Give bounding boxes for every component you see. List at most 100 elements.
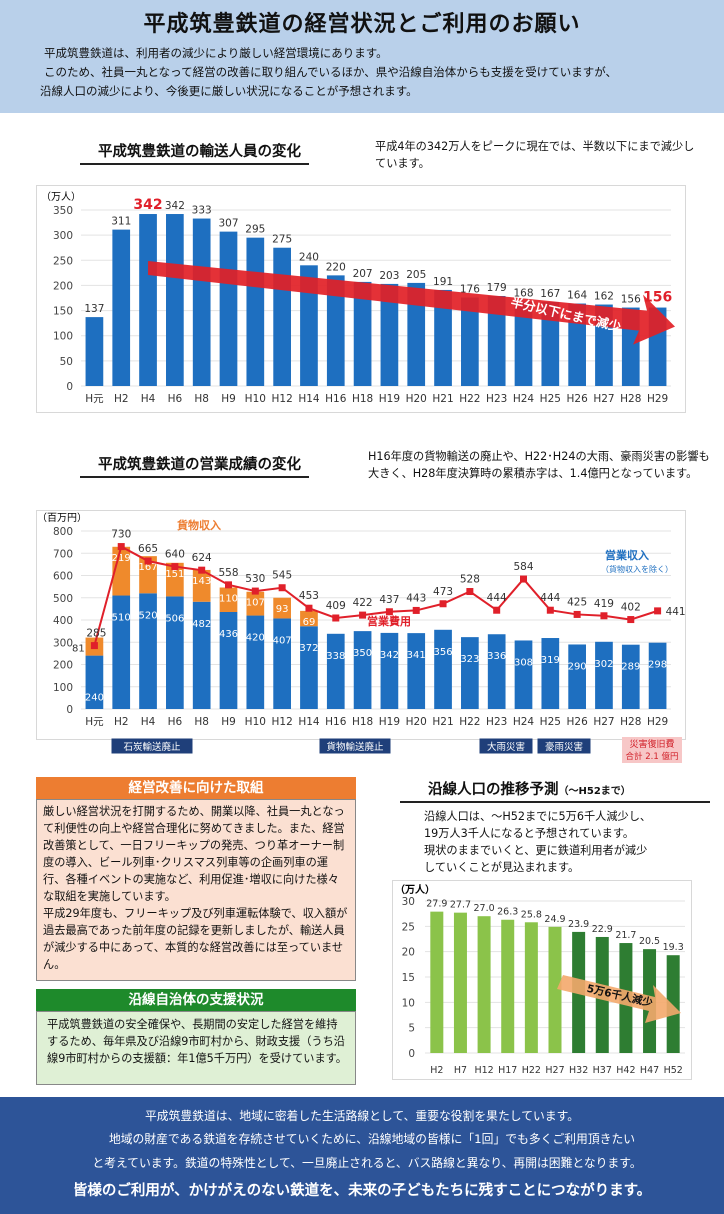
data-label: 20.5 — [639, 936, 660, 947]
x-tick-label: H2 — [114, 393, 129, 405]
x-tick-label: H4 — [141, 716, 156, 728]
revenue-bar — [541, 638, 560, 709]
expense-point — [359, 611, 367, 619]
legend-expense: 営業費用 — [367, 614, 411, 628]
y-tick-label: 400 — [53, 615, 73, 627]
y-tick-label: 100 — [53, 682, 73, 694]
ridership-note: 平成4年の342万人をピークに現在では、半数以下にまで減少しています。 — [375, 140, 695, 170]
expense-point — [385, 608, 393, 616]
y-tick-label: 0 — [66, 704, 73, 716]
expense-label: 640 — [165, 549, 185, 561]
revenue-label: 341 — [407, 650, 426, 661]
x-tick-label: H32 — [569, 1065, 588, 1076]
ridership-chart-frame: （万人） 0 50 100 150 200 250 300 350 H元 137 H2 311 H4 H6 3… — [36, 185, 686, 413]
x-tick-label: H12 — [272, 393, 293, 405]
expense-point — [520, 575, 527, 583]
y-tick-label: 30 — [402, 896, 415, 908]
expense-point — [600, 612, 608, 620]
bar — [461, 297, 479, 386]
data-label: 179 — [487, 282, 507, 294]
y-tick-label: 150 — [53, 306, 73, 318]
expense-label: 422 — [353, 597, 373, 609]
x-tick-label: H19 — [379, 716, 400, 728]
population-bar — [477, 916, 491, 1053]
data-label: 25.8 — [521, 909, 542, 920]
x-tick-label: H26 — [567, 393, 589, 405]
population-bar — [524, 922, 538, 1053]
freight-label: 81 — [72, 644, 85, 655]
data-label: 19.3 — [663, 942, 684, 953]
freight-bar — [246, 591, 265, 616]
expense-label: 444 — [540, 592, 560, 604]
freight-label: 93 — [276, 604, 289, 615]
expense-point — [251, 587, 259, 595]
revenue-label: 338 — [326, 651, 345, 662]
data-label: 220 — [326, 261, 346, 273]
data-label: 23.9 — [568, 919, 589, 930]
x-tick-label: H元 — [85, 716, 104, 728]
x-tick-label: H29 — [647, 393, 668, 405]
decrease-arrow — [148, 261, 675, 345]
finance-chart-frame: （百万円） 0 100 200 300 400 500 600 700 800 240 81 H元 510… — [36, 510, 686, 740]
y-tick-label: 600 — [53, 571, 73, 583]
x-tick-label: H52 — [664, 1065, 683, 1076]
bar — [246, 237, 265, 386]
tag-freight-end-1: 石炭輸送廃止 — [123, 741, 181, 753]
x-tick-label: H37 — [593, 1065, 612, 1076]
expense-point — [90, 642, 98, 650]
population-title-small: （〜H52まで） — [558, 786, 631, 797]
footer-line-1: 平成筑豊鉄道は、地域に密着した生活路線として、重要な役割を果たしています。 — [144, 1109, 579, 1123]
population-chart-frame: （万人） 0 5 10 15 20 25 30 27.9 H2 27.7 H7 27.0 H12 26.3 H… — [392, 880, 692, 1080]
x-tick-label: H23 — [486, 393, 507, 405]
expense-line — [93, 545, 658, 646]
x-tick-label: H25 — [540, 393, 561, 405]
population-title: 沿線人口の推移予測 — [428, 782, 559, 798]
data-label: 162 — [594, 291, 614, 303]
bar — [112, 229, 131, 386]
freight-label: 143 — [192, 576, 211, 587]
data-label: 27.9 — [426, 899, 447, 910]
freight-label: 219 — [112, 553, 131, 564]
y-tick-label: 200 — [53, 280, 73, 292]
bar — [541, 302, 560, 386]
x-tick-label: H22 — [459, 393, 480, 405]
population-bar — [453, 912, 467, 1053]
intro-line-2: このため、社員一丸となって経営の改善に取り組んでいるほか、県や沿線自治体からも支… — [44, 65, 618, 79]
data-label: 205 — [406, 269, 426, 281]
y-tick-label: 300 — [53, 637, 73, 649]
expense-point — [225, 581, 232, 589]
improvement-box: 厳しい経営状況を打開するため、開業以降、社員一丸となって利便性の向上や経営合理化… — [36, 799, 356, 981]
x-tick-label: H29 — [647, 716, 668, 728]
ridership-title: 平成筑豊鉄道の輸送人員の変化 — [80, 140, 309, 165]
freight-label: 69 — [303, 617, 316, 628]
x-tick-label: H21 — [432, 716, 453, 728]
x-tick-label: H16 — [325, 393, 347, 405]
expense-point — [171, 563, 179, 571]
revenue-label: 407 — [273, 635, 292, 646]
revenue-bar — [353, 631, 372, 709]
x-tick-label: H2 — [114, 716, 129, 728]
expense-point — [493, 606, 501, 614]
expense-label: 528 — [460, 574, 480, 586]
x-tick-label: H12 — [474, 1065, 493, 1076]
expense-label: 665 — [138, 543, 158, 555]
x-tick-label: H2 — [430, 1065, 443, 1076]
finance-title: 平成筑豊鉄道の営業成績の変化 — [80, 453, 309, 478]
revenue-bar — [648, 642, 667, 709]
header-banner: 平成筑豊鉄道の経営状況とご利用のお願い 平成筑豊鉄道は、利用者の減少により厳しい… — [0, 0, 724, 113]
revenue-label: 298 — [648, 660, 667, 671]
population-chart: （万人） 0 5 10 15 20 25 30 27.9 H2 27.7 H7 27.0 H12 26.3 H… — [395, 883, 685, 1076]
revenue-bar — [595, 641, 613, 709]
revenue-bar — [192, 601, 211, 709]
y-tick-label: 0 — [66, 381, 73, 393]
expense-point — [117, 543, 125, 551]
bar — [85, 317, 104, 386]
finance-chart: （百万円） 0 100 200 300 400 500 600 700 800 240 81 H元 510… — [37, 512, 686, 728]
freight-bar — [166, 562, 184, 597]
revenue-bar — [380, 632, 399, 709]
legend-revenue-sub: （貨物収入を除く） — [601, 564, 673, 574]
x-tick-label: H22 — [459, 716, 480, 728]
revenue-bar — [166, 596, 184, 709]
x-tick-label: H8 — [194, 716, 209, 728]
bar — [219, 231, 238, 386]
